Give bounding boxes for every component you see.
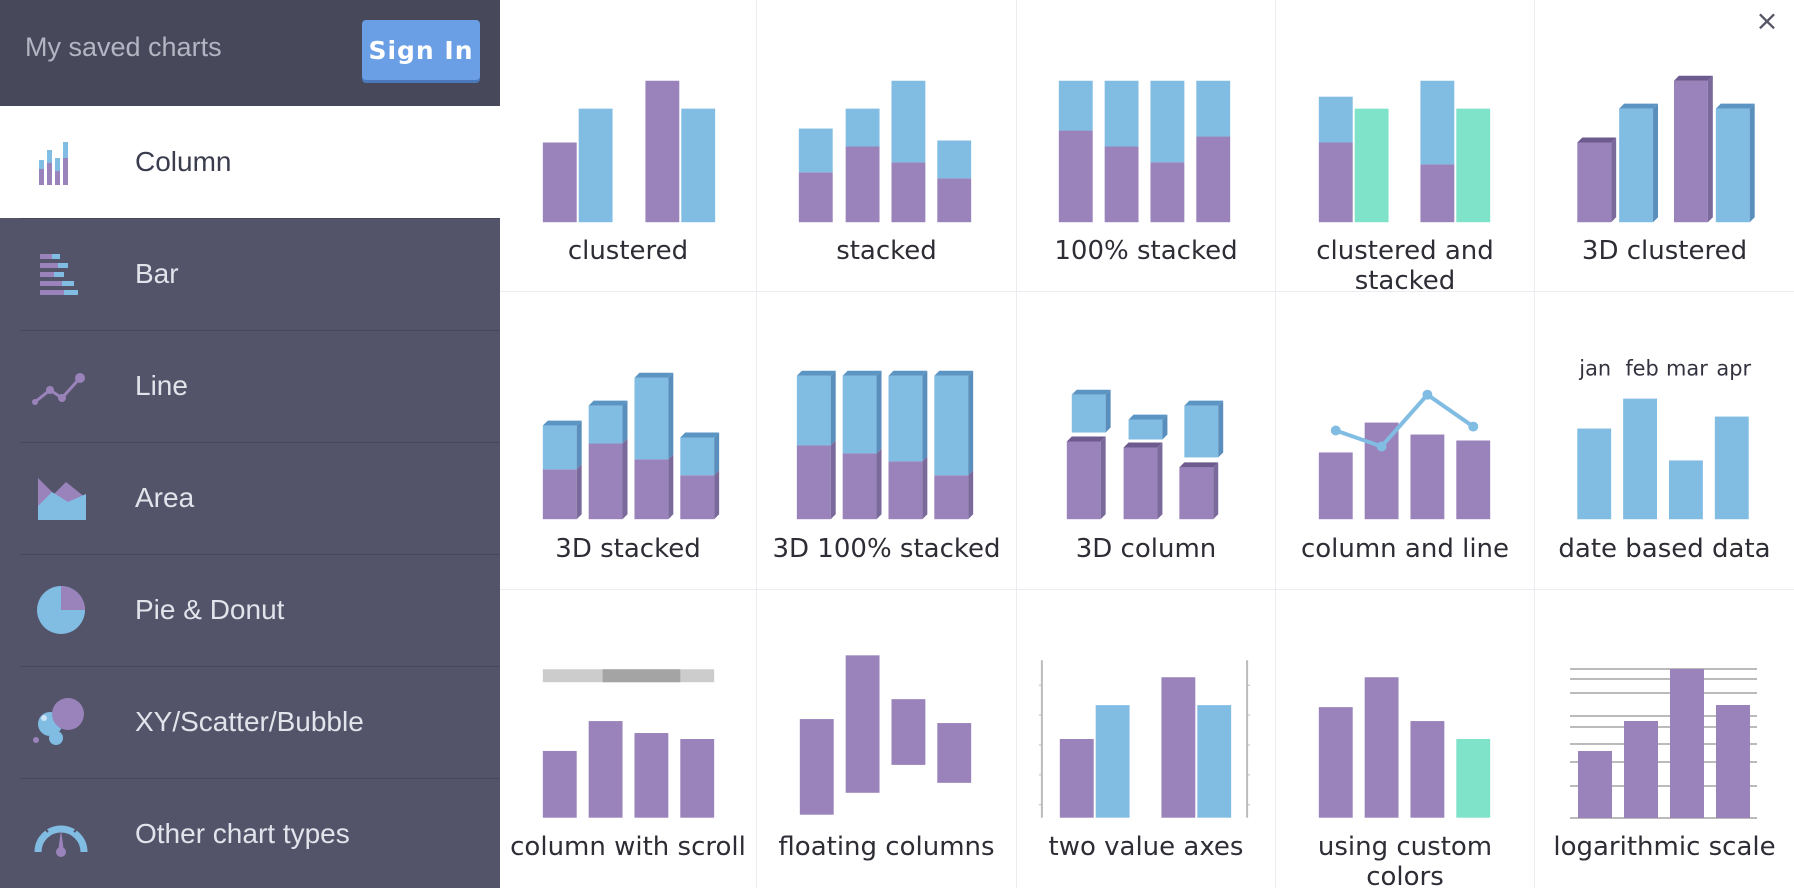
custom-colors-column-icon: [1318, 677, 1491, 818]
sidebar-item-label: XY/Scatter/Bubble: [135, 706, 364, 737]
floating-columns-icon: [799, 655, 972, 815]
divider: [20, 778, 500, 779]
scatter-bubble-icon: [33, 698, 84, 745]
gallery-item-label: column with scroll: [510, 832, 746, 862]
gallery-item-clustered[interactable]: clustered: [500, 0, 757, 292]
sidebar-item-column[interactable]: Column: [0, 106, 500, 218]
sidebar-item-label: Pie & Donut: [135, 594, 285, 625]
gallery-item-two-value-axes[interactable]: two value axes: [1017, 590, 1276, 888]
gallery-item-label: using custom colors: [1317, 832, 1493, 888]
gauge-icon: [34, 818, 88, 857]
month-label: apr: [1716, 357, 1751, 381]
3d-percent-stacked-column-icon: [796, 370, 974, 520]
my-saved-charts-link[interactable]: My saved charts: [25, 32, 222, 62]
divider: [20, 442, 500, 443]
sidebar-header: My saved charts Sign In: [0, 0, 500, 106]
sidebar-item-area[interactable]: Area: [0, 442, 500, 554]
divider: [20, 554, 500, 555]
pie-chart-icon: [37, 586, 85, 634]
two-value-axes-icon: [1038, 660, 1251, 818]
gallery-item-clustered-and-stacked[interactable]: clustered and stacked: [1276, 0, 1535, 296]
sidebar-item-line[interactable]: Line: [0, 330, 500, 442]
gallery-item-label: floating columns: [778, 832, 995, 862]
sidebar-item-label: Area: [135, 482, 195, 513]
divider: [20, 330, 500, 331]
line-chart-icon: [32, 373, 85, 405]
gallery-item-label: clustered and stacked: [1316, 236, 1494, 296]
3d-column-icon: [1066, 389, 1224, 520]
month-label: mar: [1666, 357, 1708, 381]
gallery-item-label: 100% stacked: [1054, 236, 1238, 266]
clustered-stacked-column-icon: [1318, 80, 1491, 223]
gallery-item-using-custom-colors[interactable]: using custom colors: [1276, 590, 1535, 888]
sidebar-item-pie-donut[interactable]: Pie & Donut: [0, 554, 500, 666]
gallery-item-floating-columns[interactable]: floating columns: [757, 590, 1017, 888]
date-based-column-icon: jan feb mar apr: [1577, 357, 1752, 520]
gallery-item-label: date based data: [1558, 534, 1771, 564]
sidebar-item-xy-scatter-bubble[interactable]: XY/Scatter/Bubble: [0, 666, 500, 778]
sidebar-item-label: Bar: [135, 258, 179, 289]
gallery-item-label: stacked: [836, 236, 937, 266]
gallery-item-3d-stacked[interactable]: 3D stacked: [500, 292, 757, 590]
sidebar-item-label: Line: [135, 370, 188, 401]
3d-clustered-column-icon: [1577, 75, 1755, 223]
percent-stacked-column-icon: [1058, 80, 1231, 223]
column-with-scroll-icon: [542, 669, 715, 818]
divider: [20, 218, 500, 219]
gallery-item-3d-column[interactable]: 3D column: [1017, 292, 1276, 590]
gallery-item-column-and-line[interactable]: column and line: [1276, 292, 1535, 590]
column-and-line-icon: [1318, 389, 1491, 520]
divider: [20, 666, 500, 667]
gallery-item-label: clustered: [567, 236, 689, 266]
sign-in-button[interactable]: Sign In: [362, 20, 480, 80]
column-chart-icon: [39, 142, 68, 185]
close-button[interactable]: ×: [1755, 4, 1779, 37]
month-label: jan: [1578, 357, 1611, 381]
sidebar-item-label: Column: [135, 146, 232, 177]
gallery-item-label: 3D clustered: [1581, 236, 1748, 266]
gallery-item-3d-100-stacked[interactable]: 3D 100% stacked: [757, 292, 1017, 590]
gallery-item-label: two value axes: [1048, 832, 1244, 862]
sidebar-item-bar[interactable]: Bar: [0, 218, 500, 330]
bar-chart-icon: [40, 254, 78, 295]
gallery-item-logarithmic-scale[interactable]: logarithmic scale: [1535, 590, 1794, 888]
area-chart-icon: [38, 478, 86, 520]
gallery-item-stacked[interactable]: stacked: [757, 0, 1017, 292]
stacked-column-icon: [798, 80, 972, 223]
chart-category-nav: Column Bar L: [0, 106, 500, 888]
gallery-item-label: logarithmic scale: [1553, 832, 1776, 862]
clustered-column-icon: [542, 80, 716, 223]
gallery-item-label: column and line: [1300, 534, 1510, 564]
gallery-item-label: 3D stacked: [555, 534, 701, 564]
chart-gallery: clustered stacked 100% stacked: [500, 0, 1794, 888]
sidebar-item-other-chart-types[interactable]: Other chart types: [0, 778, 500, 888]
gallery-item-label: 3D 100% stacked: [772, 534, 1001, 564]
sidebar: My saved charts Sign In Column: [0, 0, 500, 888]
logarithmic-scale-column-icon: [1570, 668, 1757, 819]
gallery-item-label: 3D column: [1075, 534, 1217, 564]
gallery-item-date-based-data[interactable]: jan feb mar apr date based data: [1535, 292, 1794, 590]
gallery-item-100-stacked[interactable]: 100% stacked: [1017, 0, 1276, 292]
3d-stacked-column-icon: [542, 372, 720, 520]
gallery-item-column-with-scroll[interactable]: column with scroll: [500, 590, 757, 888]
gallery-item-3d-clustered[interactable]: 3D clustered: [1535, 0, 1794, 292]
month-label: feb: [1625, 357, 1659, 381]
sidebar-item-label: Other chart types: [135, 818, 350, 849]
